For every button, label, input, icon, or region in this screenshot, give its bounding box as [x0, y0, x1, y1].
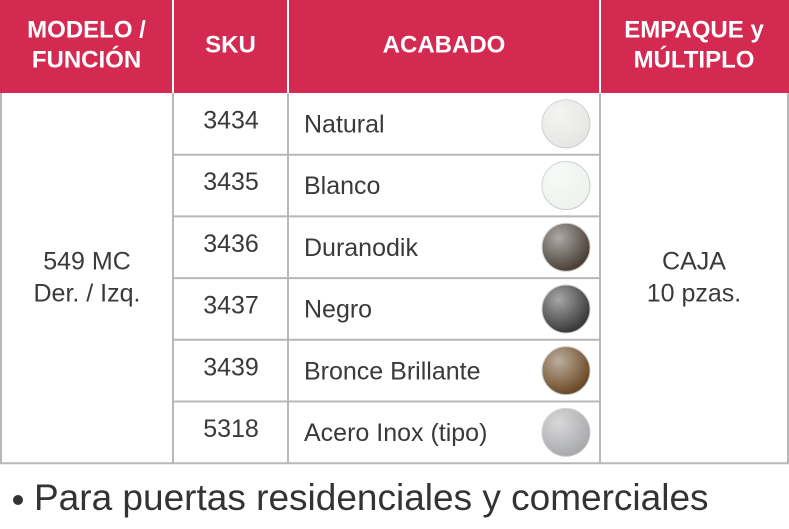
- finish-cell: Bronce Brillante: [304, 357, 480, 385]
- header-band: [0, 0, 789, 93]
- finish-cell: Natural: [304, 110, 385, 138]
- sku-cell: 3434: [203, 106, 259, 134]
- header-cell: MÚLTIPLO: [634, 45, 755, 73]
- sku-cell: 3436: [203, 230, 259, 258]
- sku-cell: 3437: [203, 292, 259, 320]
- header-cell: MODELO /: [27, 16, 146, 43]
- packaging-cell: 10 pzas.: [647, 280, 742, 308]
- finish-cell: Acero Inox (tipo): [304, 419, 487, 447]
- model-cell: 549 MC: [43, 248, 131, 276]
- header-cell: ACABADO: [383, 31, 506, 58]
- finish-cell: Negro: [304, 296, 372, 324]
- bullet-dot: [13, 495, 23, 505]
- header-cell: FUNCIÓN: [32, 45, 141, 73]
- packaging-cell: CAJA: [662, 248, 726, 276]
- sku-cell: 3439: [203, 353, 259, 381]
- sku-cell: 5318: [203, 415, 259, 443]
- finish-cell: Blanco: [304, 172, 380, 200]
- bullet-text: Para puertas residenciales y comerciales: [34, 477, 709, 518]
- header-cell: SKU: [205, 31, 256, 58]
- swatch-shine: [542, 223, 590, 272]
- header-cell: EMPAQUE y: [624, 16, 764, 43]
- swatch-shine: [542, 161, 590, 210]
- swatch-shine: [542, 346, 590, 395]
- swatch-shine: [542, 408, 590, 457]
- swatch-shine: [542, 284, 590, 333]
- swatch-shine: [542, 99, 590, 148]
- model-cell: Der. / Izq.: [34, 280, 141, 308]
- sku-cell: 3435: [203, 168, 259, 196]
- finish-cell: Duranodik: [304, 234, 418, 262]
